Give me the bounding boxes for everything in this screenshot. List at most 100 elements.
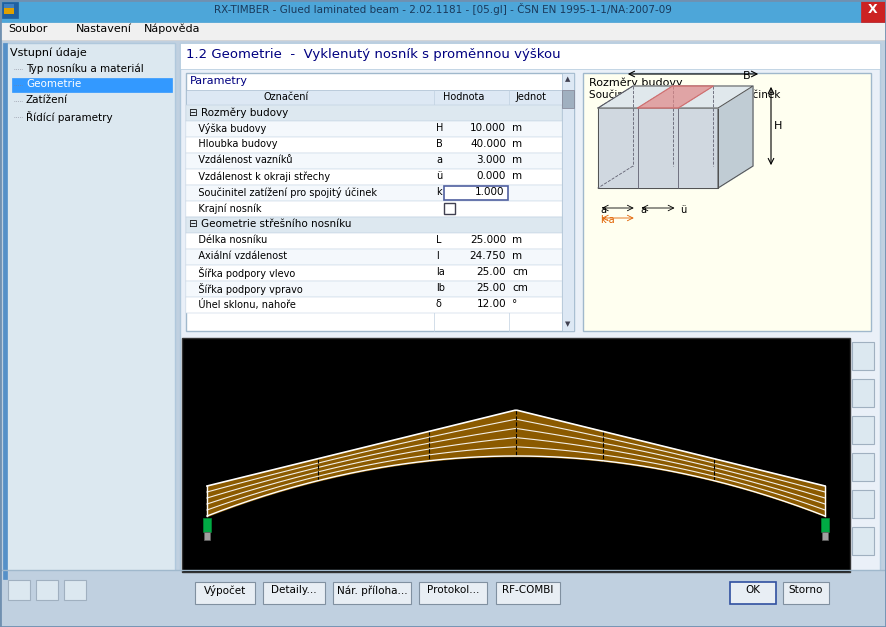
- Bar: [186, 233, 562, 249]
- Text: m: m: [512, 171, 522, 181]
- Bar: [186, 137, 562, 153]
- Text: RX-TIMBER - Glued laminated beam - 2.02.1181 - [05.gl] - ČSN EN 1995-1-1/NA:2007: RX-TIMBER - Glued laminated beam - 2.02.…: [214, 3, 672, 15]
- Text: m: m: [512, 251, 522, 261]
- Bar: [180, 43, 880, 580]
- Text: k·a: k·a: [600, 215, 615, 225]
- Bar: [852, 342, 874, 370]
- Polygon shape: [598, 86, 753, 108]
- Bar: [204, 532, 210, 540]
- Text: B: B: [436, 139, 443, 149]
- Bar: [186, 185, 562, 201]
- Bar: [36, 580, 58, 600]
- Bar: [186, 90, 574, 105]
- Bar: [186, 297, 562, 313]
- Text: Protokol...: Protokol...: [427, 585, 479, 595]
- Text: m: m: [512, 123, 522, 133]
- Bar: [180, 43, 880, 69]
- Polygon shape: [598, 108, 718, 188]
- Text: 12.00: 12.00: [477, 299, 506, 309]
- Text: Typ nosníku a materiál: Typ nosníku a materiál: [26, 63, 144, 73]
- Text: a: a: [436, 155, 442, 165]
- Bar: [783, 582, 829, 604]
- Bar: [0, 22, 886, 40]
- Text: 24.750: 24.750: [470, 251, 506, 261]
- Bar: [64, 580, 86, 600]
- Text: L: L: [436, 235, 441, 245]
- Text: Nastavení: Nastavení: [76, 24, 132, 34]
- Text: 25.00: 25.00: [477, 283, 506, 293]
- Text: Hodnota: Hodnota: [443, 92, 485, 102]
- Text: X: X: [868, 3, 878, 16]
- Text: Výška budovy: Výška budovy: [189, 123, 267, 134]
- Text: H: H: [436, 123, 443, 133]
- Text: Detaily...: Detaily...: [271, 585, 317, 595]
- Text: 0.000: 0.000: [477, 171, 506, 181]
- Text: Výpočet: Výpočet: [204, 585, 246, 596]
- Text: Soubor: Soubor: [8, 24, 47, 34]
- Text: Součinitel zatížení pro spojitý účinek: Součinitel zatížení pro spojitý účinek: [189, 187, 377, 198]
- Bar: [186, 153, 562, 169]
- Text: lb: lb: [436, 283, 445, 293]
- Text: ⊟ Geometrie střešního nosníku: ⊟ Geometrie střešního nosníku: [189, 219, 352, 229]
- Text: 1.000: 1.000: [475, 187, 504, 197]
- Text: °: °: [512, 299, 517, 309]
- Text: m: m: [512, 235, 522, 245]
- Text: la: la: [436, 267, 445, 277]
- Bar: [562, 90, 574, 108]
- Text: Nár. příloha...: Nár. příloha...: [337, 585, 408, 596]
- Text: m: m: [512, 139, 522, 149]
- Bar: [182, 338, 850, 572]
- Text: Krajní nosník: Krajní nosník: [189, 203, 261, 214]
- Text: Šířka podpory vlevo: Šířka podpory vlevo: [189, 267, 295, 279]
- Text: 10.000: 10.000: [470, 123, 506, 133]
- Bar: [852, 379, 874, 407]
- Text: Nápověda: Nápověda: [144, 24, 200, 34]
- Text: Zatížení: Zatížení: [26, 95, 68, 105]
- Text: Označení: Označení: [263, 92, 308, 102]
- Polygon shape: [638, 86, 713, 108]
- Bar: [186, 249, 562, 265]
- Bar: [3, 43, 7, 579]
- Text: Rozměry budovy: Rozměry budovy: [589, 77, 682, 88]
- Text: Řídící parametry: Řídící parametry: [26, 111, 113, 123]
- Text: Šířka podpory vpravo: Šířka podpory vpravo: [189, 283, 303, 295]
- Text: Geometrie: Geometrie: [26, 79, 82, 89]
- Bar: [852, 416, 874, 444]
- Bar: [583, 73, 871, 331]
- Text: Vstupní údaje: Vstupní údaje: [10, 47, 87, 58]
- Text: ü: ü: [680, 205, 687, 215]
- Text: 25.00: 25.00: [477, 267, 506, 277]
- Bar: [12, 78, 172, 92]
- Bar: [263, 582, 325, 604]
- Text: Úhel sklonu, nahoře: Úhel sklonu, nahoře: [189, 299, 296, 310]
- Bar: [0, 570, 886, 627]
- Text: ü: ü: [436, 171, 442, 181]
- Bar: [4, 4, 14, 8]
- Text: H: H: [774, 121, 782, 131]
- Bar: [186, 73, 574, 331]
- Text: m: m: [512, 155, 522, 165]
- Bar: [444, 186, 508, 200]
- Bar: [822, 532, 828, 540]
- Bar: [8, 580, 30, 600]
- Text: Axiální vzdálenost: Axiální vzdálenost: [189, 251, 287, 261]
- Bar: [0, 0, 886, 22]
- Text: δ: δ: [436, 299, 442, 309]
- Text: l: l: [436, 251, 439, 261]
- Text: a: a: [600, 205, 606, 215]
- Bar: [186, 169, 562, 185]
- Bar: [4, 6, 14, 14]
- Text: 40.000: 40.000: [470, 139, 506, 149]
- Bar: [852, 527, 874, 555]
- Bar: [333, 582, 411, 604]
- Polygon shape: [718, 86, 753, 188]
- Text: Délka nosníku: Délka nosníku: [189, 235, 268, 245]
- Text: ⊟ Rozměry budovy: ⊟ Rozměry budovy: [189, 107, 288, 117]
- Bar: [730, 582, 776, 604]
- Text: Storno: Storno: [789, 585, 823, 595]
- Bar: [562, 73, 574, 331]
- Text: Parametry: Parametry: [190, 76, 248, 86]
- Bar: [186, 121, 562, 137]
- Text: 3.000: 3.000: [477, 155, 506, 165]
- Bar: [186, 105, 562, 121]
